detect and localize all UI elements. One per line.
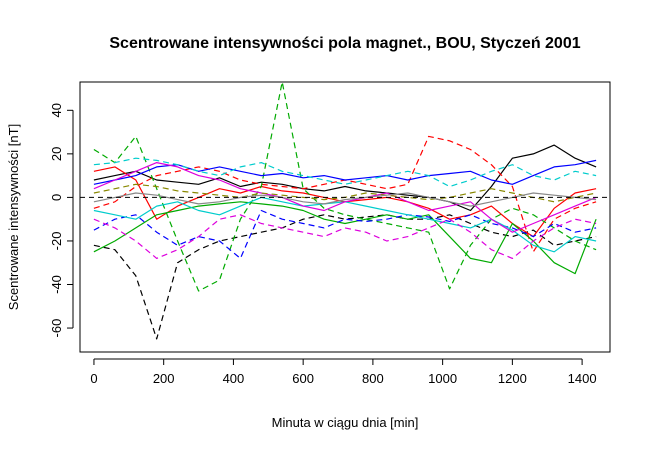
y-tick-label: -20 <box>49 232 64 251</box>
x-tick-label: 800 <box>362 371 384 386</box>
x-tick-label: 1000 <box>428 371 457 386</box>
series-line-10 <box>93 157 597 188</box>
series-line-12 <box>93 214 597 259</box>
series-line-5 <box>93 201 597 275</box>
y-tick-label: -40 <box>49 275 64 294</box>
x-tick-label: 1200 <box>498 371 527 386</box>
x-tick-label: 1400 <box>568 371 597 386</box>
x-tick-label: 400 <box>223 371 245 386</box>
series-line-2 <box>93 214 597 340</box>
y-tick-label: 20 <box>49 147 64 161</box>
x-axis-label: Minuta w ciągu dnia [min] <box>272 415 419 430</box>
series-line-11 <box>93 162 597 233</box>
y-tick-label: 0 <box>49 194 64 201</box>
series-line-8 <box>93 209 597 259</box>
series-line-6 <box>93 81 597 292</box>
series-line-7 <box>93 159 597 185</box>
x-tick-label: 0 <box>90 371 97 386</box>
y-axis: -60 -40 -20 0 20 40 <box>49 103 74 338</box>
series-line-9 <box>93 196 597 253</box>
y-tick-label: 40 <box>49 103 64 117</box>
x-axis: 0 200 400 600 800 1000 1200 1400 <box>90 358 597 386</box>
chart-title: Scentrowane intensywności pola magnet., … <box>109 35 580 52</box>
series-layer <box>93 81 597 340</box>
plot-area-frame <box>79 81 611 353</box>
x-tick-label: 600 <box>292 371 314 386</box>
y-axis-label: Scentrowane intensywności [nT] <box>6 124 21 310</box>
y-tick-label: -60 <box>49 319 64 338</box>
x-tick-label: 200 <box>153 371 175 386</box>
series-line-4 <box>93 135 597 253</box>
series-line-1 <box>93 144 597 212</box>
